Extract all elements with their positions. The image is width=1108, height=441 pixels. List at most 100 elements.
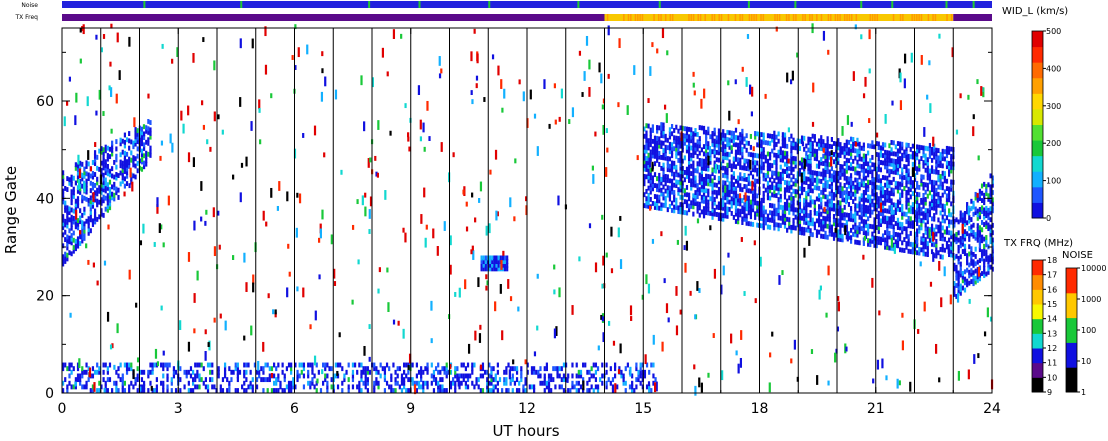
echo-cell xyxy=(128,145,131,151)
echo-cell xyxy=(783,169,787,174)
echo-cell xyxy=(694,201,697,206)
echo-cell xyxy=(856,177,859,183)
echo-cell xyxy=(766,191,770,197)
colorbar-swatch xyxy=(1032,348,1043,364)
echo-cell xyxy=(541,380,544,386)
echo-cell xyxy=(702,129,706,135)
echo-cell xyxy=(856,225,859,231)
echo-cell xyxy=(83,232,86,238)
noise-cell xyxy=(727,252,730,258)
echo-cell xyxy=(809,202,812,208)
echo-cell xyxy=(911,202,914,207)
echo-cell xyxy=(383,373,387,379)
echo-cell xyxy=(311,377,314,383)
noise-cell xyxy=(213,246,217,257)
echo-cell xyxy=(343,373,346,379)
echo-cell xyxy=(822,208,825,214)
echo-cell xyxy=(132,158,135,164)
noise-cell xyxy=(928,228,931,239)
txfreq-speckle xyxy=(762,14,765,21)
echo-cell xyxy=(779,150,782,155)
echo-cell xyxy=(311,366,314,372)
echo-cell xyxy=(830,173,833,179)
echo-cell xyxy=(100,208,103,214)
noise-cell xyxy=(169,133,172,144)
x-tick-label: 3 xyxy=(174,401,183,417)
echo-cell xyxy=(89,202,92,208)
echo-cell xyxy=(813,170,816,176)
echo-cell xyxy=(722,205,725,211)
echo-cell xyxy=(980,190,984,196)
echo-cell xyxy=(957,281,960,287)
echo-cell xyxy=(991,241,994,247)
echo-cell xyxy=(688,207,691,213)
echo-cell xyxy=(673,208,676,214)
txfreq-speckle xyxy=(697,14,699,21)
noise-cell xyxy=(77,179,81,189)
echo-cell xyxy=(798,219,802,224)
echo-cell xyxy=(111,173,114,179)
echo-cell xyxy=(943,203,946,209)
echo-cell xyxy=(115,369,118,375)
echo-cell xyxy=(886,245,889,251)
echo-cell xyxy=(869,223,872,229)
echo-cell xyxy=(739,150,742,156)
echo-cell xyxy=(875,177,878,183)
noise-cell xyxy=(154,348,158,359)
echo-cell xyxy=(869,180,872,186)
echo-cell xyxy=(307,373,310,379)
echo-cell xyxy=(896,243,900,249)
echo-cell xyxy=(905,200,908,206)
echo-cell xyxy=(961,249,964,254)
echo-cell xyxy=(85,196,88,202)
echo-cell xyxy=(937,199,940,205)
echo-cell xyxy=(950,234,953,240)
echo-cell xyxy=(890,198,893,204)
echo-cell xyxy=(920,247,923,253)
echo-cell xyxy=(68,380,71,386)
echo-cell xyxy=(805,205,808,211)
echo-cell xyxy=(762,172,765,178)
echo-cell xyxy=(783,150,787,156)
echo-cell xyxy=(666,137,669,143)
echo-cell xyxy=(81,369,84,375)
echo-cell xyxy=(454,373,457,379)
echo-cell xyxy=(347,377,350,383)
echo-cell xyxy=(698,190,701,196)
echo-cell xyxy=(717,205,721,210)
noise-cell xyxy=(749,159,752,170)
echo-cell xyxy=(963,221,967,227)
echo-cell xyxy=(64,251,67,257)
echo-cell xyxy=(108,197,112,203)
echo-cell xyxy=(111,151,114,157)
echo-cell xyxy=(85,189,88,195)
echo-cell xyxy=(966,278,969,284)
noise-cell xyxy=(153,242,156,247)
echo-cell xyxy=(204,377,207,383)
echo-cell xyxy=(650,362,653,368)
noise-cell xyxy=(294,24,297,30)
echo-cell xyxy=(696,205,699,210)
strip-label-txfreq: TX Freq xyxy=(14,14,38,21)
echo-cell xyxy=(713,175,716,181)
echo-cell xyxy=(974,191,977,197)
echo-cell xyxy=(768,217,772,223)
echo-cell xyxy=(972,273,975,279)
echo-cell xyxy=(739,132,742,138)
echo-cell xyxy=(916,221,919,226)
echo-cell xyxy=(841,171,844,177)
echo-cell xyxy=(970,257,973,263)
colorbar-swatch xyxy=(1066,367,1077,393)
echo-cell xyxy=(140,369,144,375)
echo-cell xyxy=(726,177,729,183)
echo-cell xyxy=(484,262,487,268)
echo-cell xyxy=(547,377,551,383)
echo-cell xyxy=(968,218,971,224)
echo-cell xyxy=(658,150,661,156)
echo-cell xyxy=(275,377,278,383)
echo-cell xyxy=(670,200,674,206)
echo-cell xyxy=(741,154,744,160)
echo-cell xyxy=(953,266,956,272)
echo-cell xyxy=(888,154,891,160)
echo-cell xyxy=(690,134,693,140)
